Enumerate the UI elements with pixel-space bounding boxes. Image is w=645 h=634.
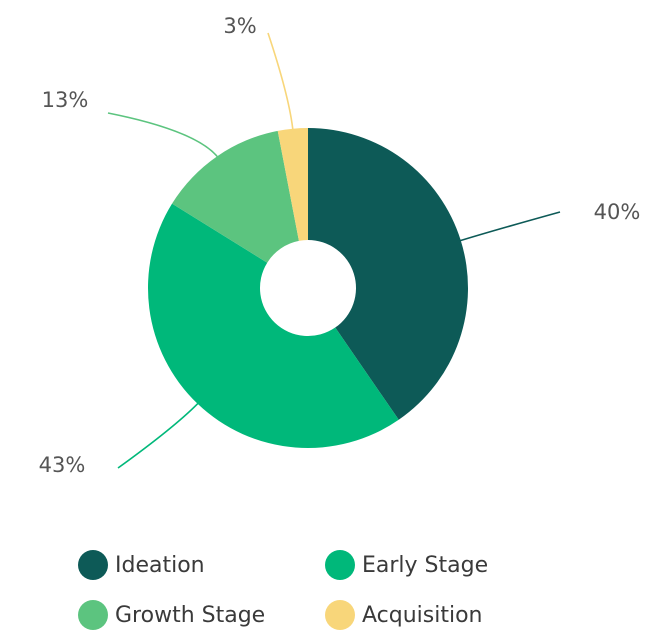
legend-swatch [78,550,108,580]
donut-slice [308,128,468,420]
legend-swatch [325,600,355,630]
data-label: 43% [39,453,86,477]
legend-swatch [325,550,355,580]
leader-line [107,112,221,160]
data-label: 3% [223,14,256,38]
leader-line [267,32,294,133]
legend-label: Early Stage [362,553,488,578]
donut-slice [277,128,308,241]
leader-line [456,211,561,243]
legend-label: Acquisition [362,603,483,628]
legend-label: Ideation [115,553,205,578]
legend-swatch [78,600,108,630]
donut-slice [172,130,299,263]
legend-label: Growth Stage [115,603,265,628]
leader-line [117,400,201,469]
data-label: 13% [42,88,89,112]
donut-slice [148,203,399,448]
data-label: 40% [594,200,641,224]
